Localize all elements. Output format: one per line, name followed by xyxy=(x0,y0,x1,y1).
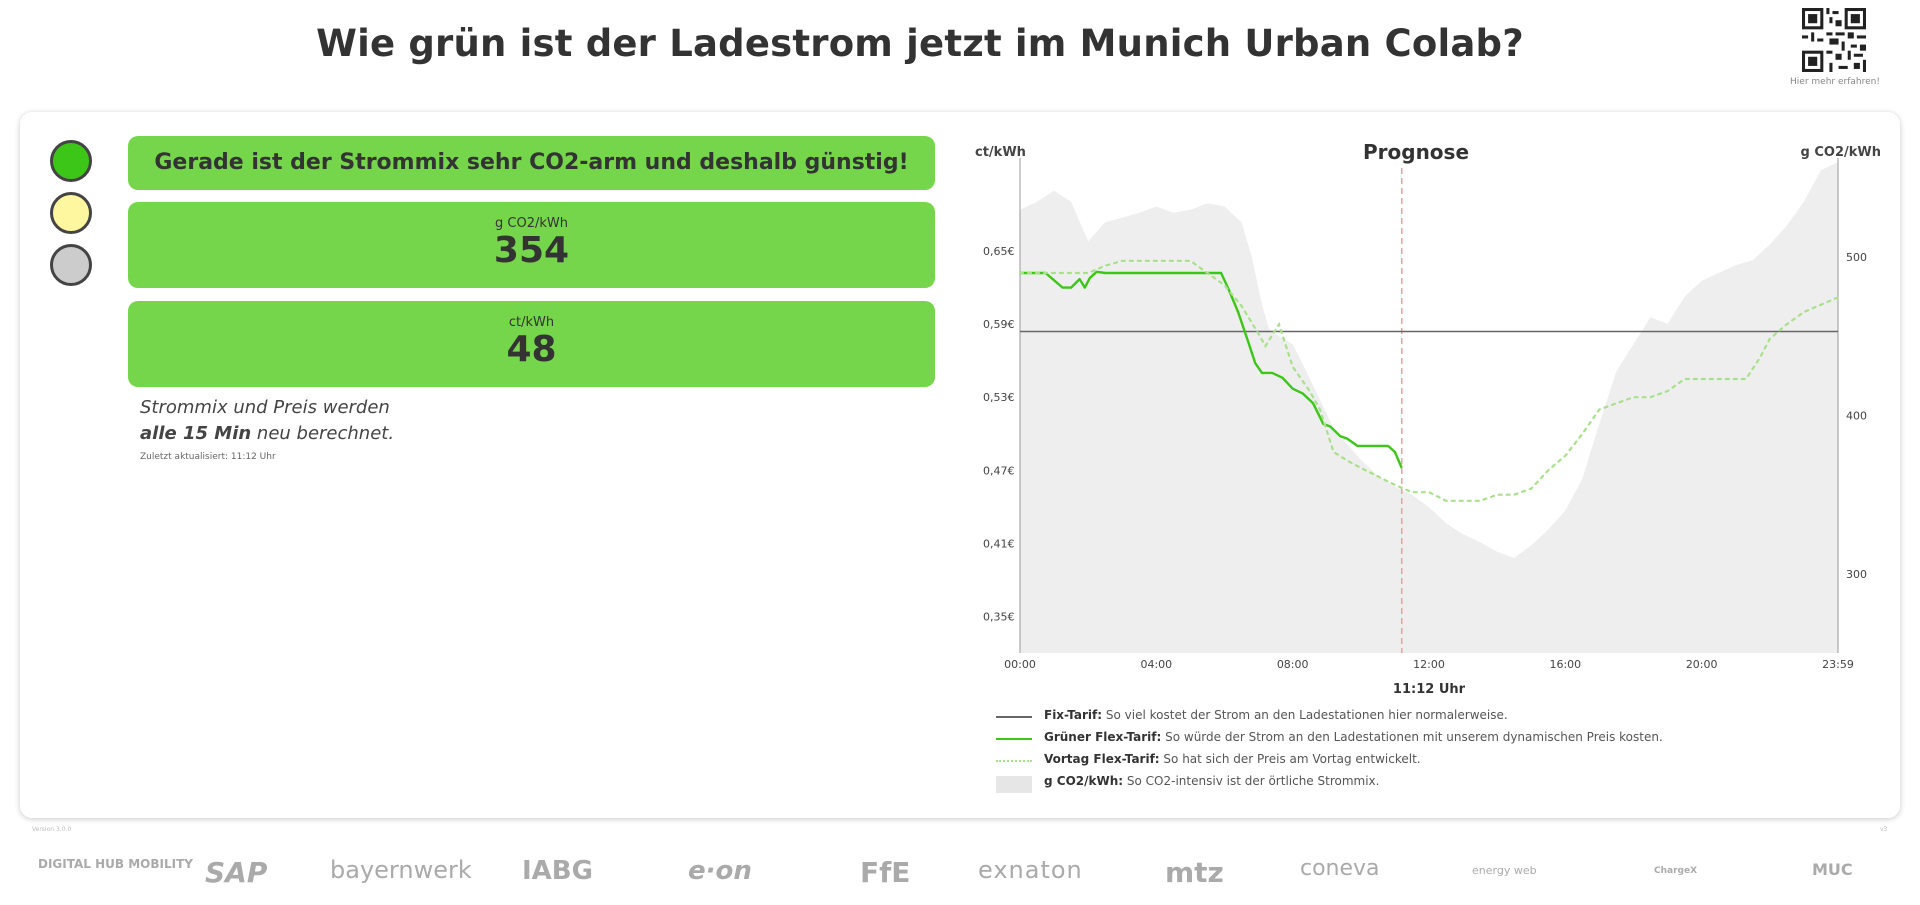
price-unit: ct/kWh xyxy=(508,315,555,330)
update-note-line1: Strommix und Preis werden xyxy=(140,397,390,418)
logo-bayernwerk: bayernwerk xyxy=(330,856,472,884)
status-headline-box: Gerade ist der Strommix sehr CO2-arm und… xyxy=(128,136,935,190)
logo-digital-hub: DIGITAL HUB MOBILITY xyxy=(38,857,193,871)
legend-text-fix: So viel kostet der Strom an den Ladestat… xyxy=(1105,708,1508,722)
qr-code[interactable] xyxy=(1802,8,1866,72)
version-label: Version 3.0.0 xyxy=(32,826,72,833)
price-co2-chart: ct/kWh g CO2/kWh Prognose 11:12 Uhr 00:00 04:… xyxy=(975,140,1881,697)
page-label: v3 xyxy=(1880,826,1888,833)
legend-label-green: Grüner Flex-Tarif: xyxy=(1044,730,1162,744)
now-label: 11:12 Uhr xyxy=(1393,682,1466,697)
logo-eon: e·on xyxy=(688,856,752,886)
y-left-tick-label: 0,47€ xyxy=(983,464,1015,477)
y-right-tick-label: 400 xyxy=(1846,410,1867,423)
price-value: 48 xyxy=(506,329,557,370)
price-box: ct/kWh 48 xyxy=(128,301,935,387)
legend-swatch-green xyxy=(996,738,1032,740)
traffic-light-yellow xyxy=(50,192,92,234)
page-title: Wie grün ist der Ladestrom jetzt im Muni… xyxy=(316,22,1524,65)
traffic-light-gray xyxy=(50,244,92,286)
logo-mtz: mtz xyxy=(1165,856,1224,889)
partner-logos: DIGITAL HUB MOBILITY SAP bayernwerk IABG… xyxy=(0,846,1920,898)
y-left-tick-label: 0,35€ xyxy=(983,610,1015,623)
y-right-label: g CO2/kWh xyxy=(1801,145,1881,160)
y-right-tick-label: 300 xyxy=(1846,568,1867,581)
update-note: Strommix und Preis werden alle 15 Min ne… xyxy=(140,395,394,447)
traffic-light-green xyxy=(50,140,92,182)
logo-ffe: FfE xyxy=(860,856,911,889)
y-left-tick-label: 0,41€ xyxy=(983,537,1015,550)
x-tick-label: 16:00 xyxy=(1549,658,1581,671)
logo-exnaton: exnaton xyxy=(978,856,1083,884)
legend-swatch-prev xyxy=(996,760,1032,762)
logo-coneva: coneva xyxy=(1300,856,1380,881)
logo-chargex: ChargeX xyxy=(1654,866,1698,876)
x-tick-label: 00:00 xyxy=(1004,658,1036,671)
series-price xyxy=(1020,270,1403,469)
x-tick-label: 12:00 xyxy=(1413,658,1445,671)
series-prev xyxy=(1018,259,1840,502)
chart-title: Prognose xyxy=(1363,140,1469,164)
logo-sap: SAP xyxy=(205,856,268,889)
status-headline: Gerade ist der Strommix sehr CO2-arm und… xyxy=(154,150,909,175)
y-right-tick-label: 500 xyxy=(1846,251,1867,264)
co2-value: 354 xyxy=(493,230,570,271)
legend-label-fix: Fix-Tarif: xyxy=(1044,708,1103,722)
legend-label-co2: g CO2/kWh: xyxy=(1044,774,1124,788)
legend-text-prev: So hat sich der Preis am Vortag entwicke… xyxy=(1163,752,1421,766)
y-left-tick-label: 0,53€ xyxy=(983,391,1015,404)
logo-energy-web: energy web xyxy=(1472,864,1537,877)
logo-muc: MUC xyxy=(1812,860,1853,879)
qr-caption: Hier mehr erfahren! xyxy=(1790,77,1880,87)
legend-swatch-co2 xyxy=(996,776,1032,793)
legend-text-green: So würde der Strom an den Ladestationen … xyxy=(1165,730,1663,744)
update-note-interval: alle 15 Min xyxy=(140,423,252,444)
x-tick-label: 08:00 xyxy=(1277,658,1309,671)
update-note-rest: neu berechnet. xyxy=(251,423,395,444)
co2-unit: g CO2/kWh xyxy=(495,216,568,231)
legend-label-prev: Vortag Flex-Tarif: xyxy=(1044,752,1160,766)
y-left-label: ct/kWh xyxy=(975,145,1026,160)
legend-swatch-fix xyxy=(996,716,1032,718)
last-updated: Zuletzt aktualisiert: 11:12 Uhr xyxy=(140,452,276,462)
x-tick-label: 04:00 xyxy=(1140,658,1172,671)
co2-area xyxy=(1020,162,1838,653)
x-tick-label: 23:59 xyxy=(1822,658,1854,671)
x-tick-label: 20:00 xyxy=(1686,658,1718,671)
co2-box: g CO2/kWh 354 xyxy=(128,202,935,288)
legend-text-co2: So CO2-intensiv ist der örtliche Strommi… xyxy=(1126,774,1380,788)
y-left-tick-label: 0,59€ xyxy=(983,318,1015,331)
logo-iabg: IABG xyxy=(522,856,593,886)
y-left-tick-label: 0,65€ xyxy=(983,245,1015,258)
